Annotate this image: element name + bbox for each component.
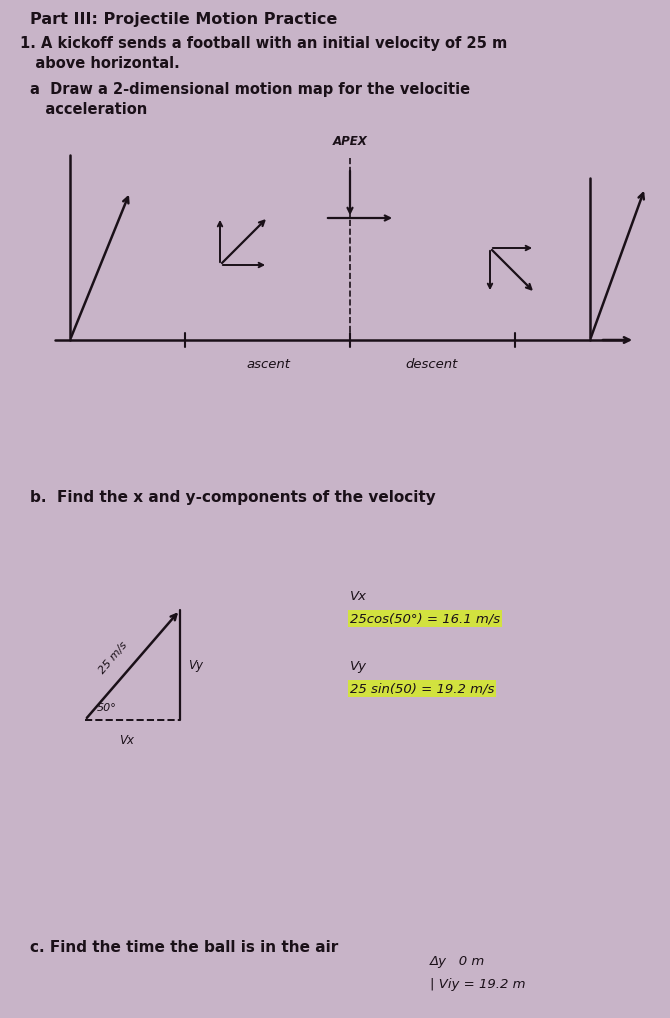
Text: acceleration: acceleration (30, 102, 147, 117)
Text: a  Draw a 2-dimensional motion map for the velocitie: a Draw a 2-dimensional motion map for th… (30, 82, 470, 97)
Text: Vy: Vy (350, 660, 367, 673)
Text: 1. A kickoff sends a football with an initial velocity of 25 m: 1. A kickoff sends a football with an in… (20, 36, 507, 51)
Text: ascent: ascent (246, 358, 290, 371)
Text: | Viy = 19.2 m: | Viy = 19.2 m (430, 978, 525, 991)
Text: 25 m/s: 25 m/s (97, 640, 129, 676)
Text: 25cos(50°) = 16.1 m/s: 25cos(50°) = 16.1 m/s (350, 612, 500, 625)
Text: APEX: APEX (332, 135, 367, 148)
Text: 25 sin(50) = 19.2 m/s: 25 sin(50) = 19.2 m/s (350, 682, 494, 695)
Text: Vx: Vx (350, 590, 367, 603)
Text: above horizontal.: above horizontal. (20, 56, 180, 71)
Text: descent: descent (406, 358, 458, 371)
Text: b.  Find the x and y-components of the velocity: b. Find the x and y-components of the ve… (30, 490, 435, 505)
Text: Vx: Vx (119, 734, 135, 747)
Text: Part III: Projectile Motion Practice: Part III: Projectile Motion Practice (30, 12, 338, 27)
Text: 50°: 50° (97, 703, 117, 713)
Text: Vy: Vy (188, 659, 203, 672)
Text: Δy   0 m: Δy 0 m (430, 955, 485, 968)
Text: c. Find the time the ball is in the air: c. Find the time the ball is in the air (30, 940, 338, 955)
